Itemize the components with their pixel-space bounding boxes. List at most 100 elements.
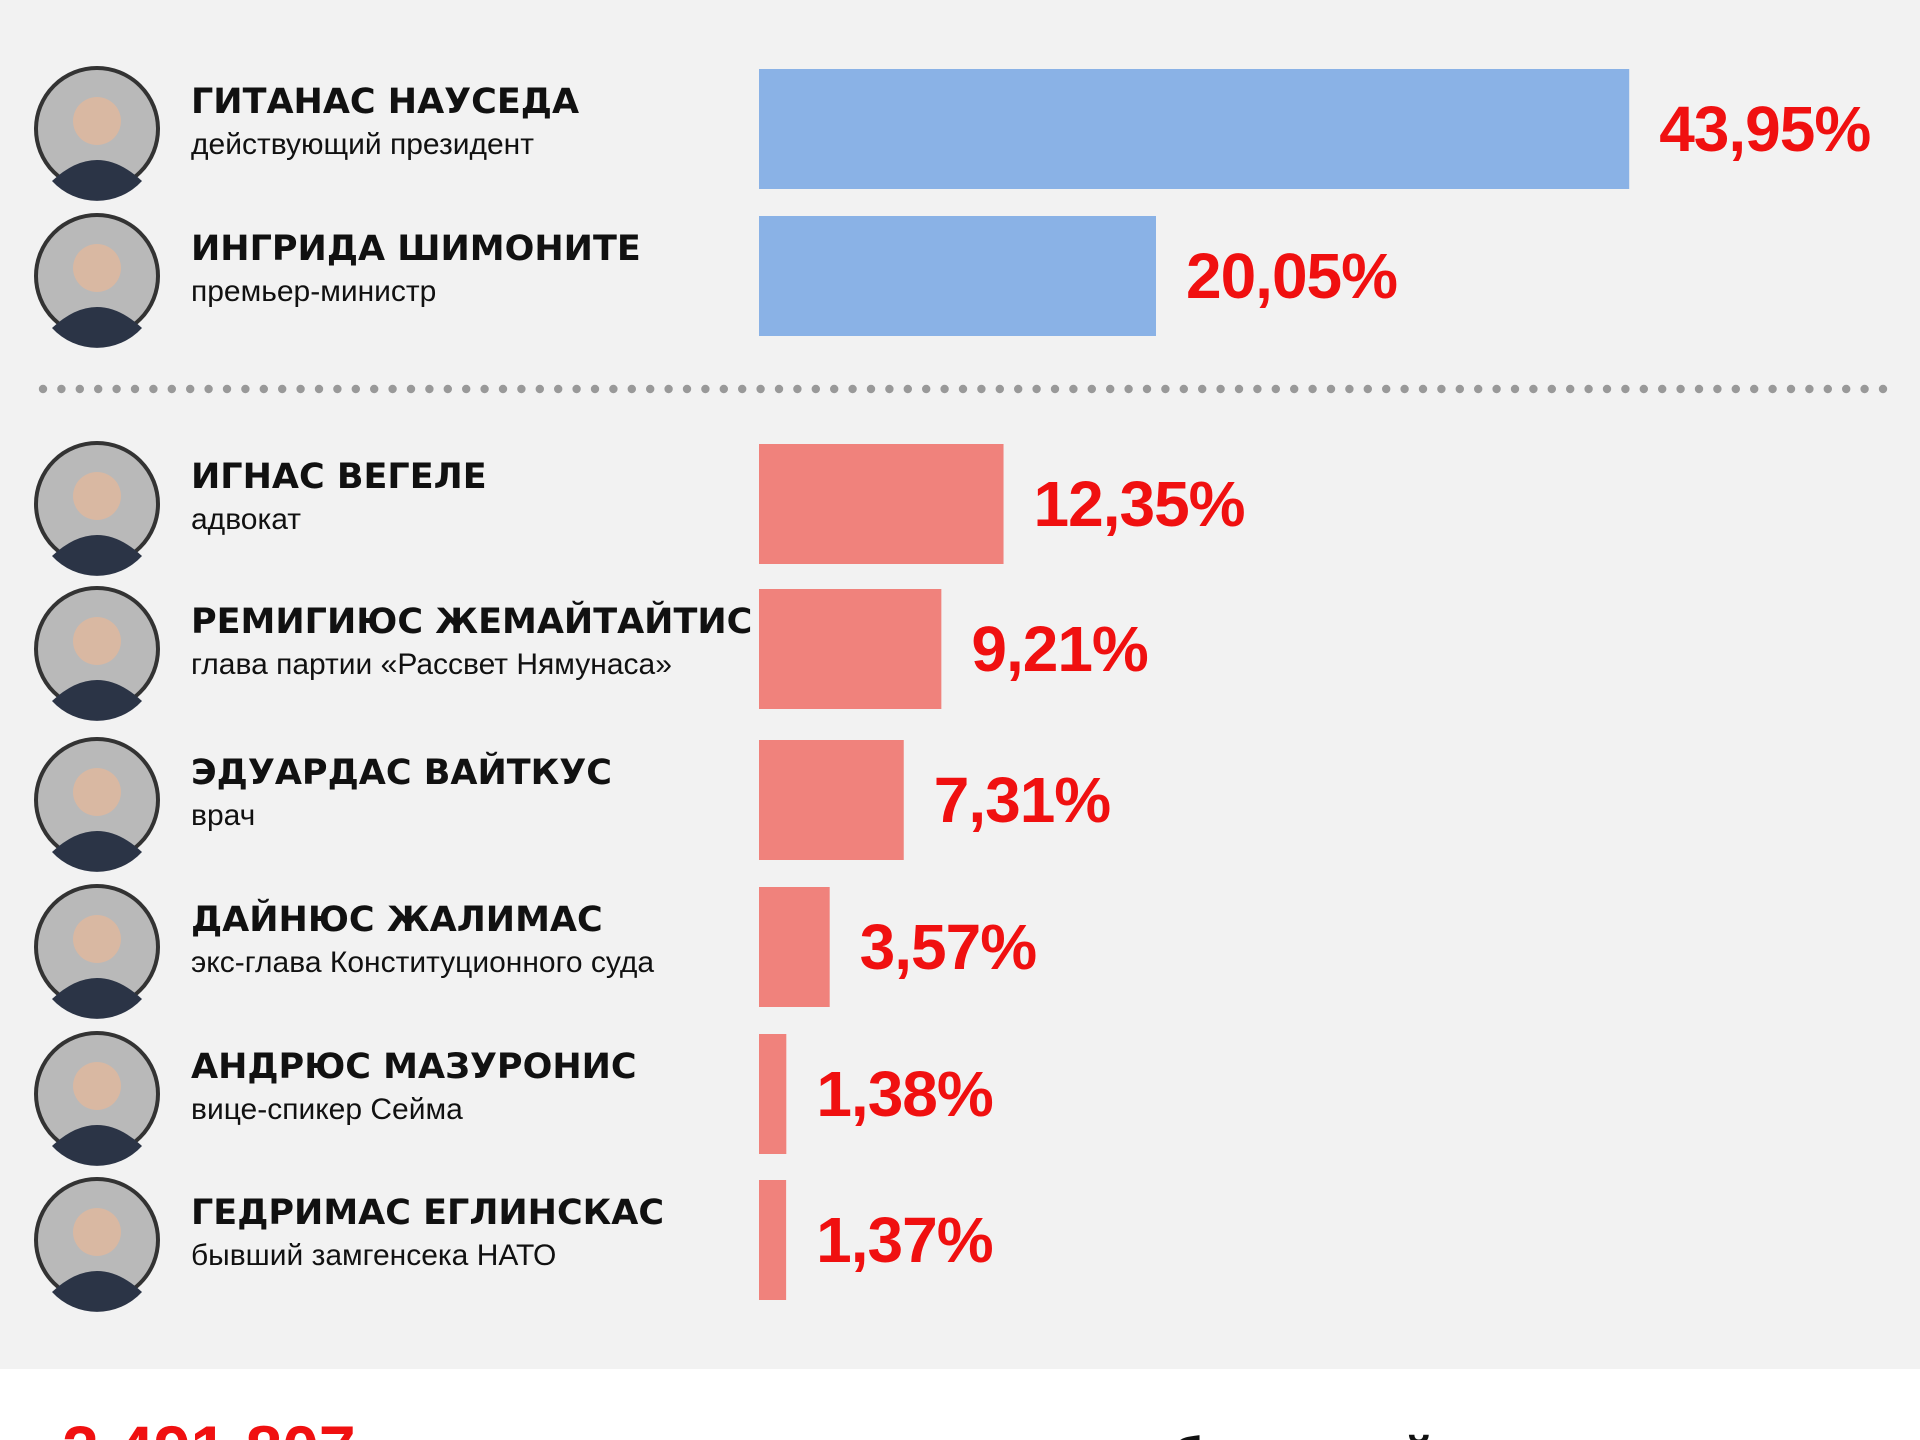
candidate-role: адвокат bbox=[191, 503, 301, 536]
bar bbox=[759, 69, 1630, 189]
photo-suit bbox=[52, 978, 142, 1019]
separator-dot bbox=[314, 384, 324, 394]
value-label: 9,21% bbox=[971, 613, 1148, 685]
separator-dot bbox=[1437, 384, 1446, 394]
separator-dot bbox=[1290, 384, 1299, 394]
separator-dot bbox=[1216, 384, 1225, 394]
candidate-name: РЕМИГИЮС ЖЕМАЙТАЙТИС bbox=[191, 600, 752, 642]
separator-dot bbox=[94, 384, 103, 394]
candidate-role: бывший замгенсека НАТО bbox=[191, 1239, 556, 1272]
separator-dot bbox=[848, 384, 857, 394]
photo-face bbox=[73, 244, 121, 292]
separator-dot bbox=[1308, 384, 1317, 394]
photo-suit bbox=[52, 1271, 142, 1312]
bar bbox=[759, 1034, 787, 1154]
footer-text: зарегистрированы в списках избирателей bbox=[381, 1427, 1434, 1440]
photo-face bbox=[73, 1062, 121, 1110]
separator-dot bbox=[1014, 384, 1023, 394]
photo-suit bbox=[52, 680, 142, 721]
separator-dot bbox=[296, 384, 305, 394]
photo-face bbox=[73, 768, 121, 816]
separator-dot bbox=[738, 384, 747, 394]
separator-dot bbox=[443, 384, 452, 394]
separator-dot bbox=[241, 384, 250, 394]
separator-dot bbox=[1786, 384, 1796, 394]
separator-dot bbox=[646, 384, 655, 394]
photo-face bbox=[73, 472, 121, 520]
separator-dot bbox=[1676, 384, 1685, 394]
photo-suit bbox=[52, 160, 142, 201]
bar bbox=[759, 444, 1004, 564]
separator-dot bbox=[1087, 384, 1097, 394]
separator-dot bbox=[167, 384, 176, 394]
separator-dot bbox=[958, 384, 968, 394]
separator-dot bbox=[756, 384, 765, 394]
separator-dot bbox=[1179, 384, 1189, 394]
photo-face bbox=[73, 915, 121, 963]
photo-suit bbox=[52, 1125, 142, 1166]
separator-dot bbox=[1142, 384, 1152, 394]
separator-dot bbox=[554, 384, 563, 394]
candidate-role: премьер-министр bbox=[191, 275, 436, 308]
separator-dot bbox=[1713, 384, 1722, 394]
separator-dot bbox=[903, 384, 912, 394]
separator-dot bbox=[149, 384, 158, 394]
separator-dot bbox=[1878, 384, 1888, 394]
separator-dot bbox=[1032, 384, 1041, 394]
separator-dot bbox=[406, 384, 416, 394]
candidate-role: экс-глава Конституционного суда bbox=[191, 946, 654, 979]
separator-dot bbox=[204, 384, 213, 394]
value-label: 1,37% bbox=[816, 1204, 993, 1276]
separator-dot bbox=[278, 384, 287, 394]
background bbox=[0, 0, 1920, 1369]
separator-dot bbox=[112, 384, 121, 394]
bar bbox=[759, 589, 942, 709]
separator-dot bbox=[186, 384, 195, 394]
candidate-name: АНДРЮС МАЗУРОНИС bbox=[191, 1047, 637, 1087]
separator-dot bbox=[682, 384, 692, 394]
candidate-name: ГЕДРИМАС ЕГЛИНСКАС bbox=[191, 1193, 664, 1233]
separator-dot bbox=[388, 384, 397, 394]
separator-dot bbox=[811, 384, 820, 394]
separator-dot bbox=[222, 384, 232, 394]
candidate-name: ИНГРИДА ШИМОНИТЕ bbox=[191, 229, 641, 269]
separator-dot bbox=[333, 384, 342, 394]
separator-dot bbox=[830, 384, 839, 394]
bar bbox=[759, 216, 1156, 336]
photo-face bbox=[73, 1208, 121, 1256]
separator-dot bbox=[1602, 384, 1612, 394]
separator-dot bbox=[1106, 384, 1115, 394]
separator-dot bbox=[351, 384, 360, 394]
separator-dot bbox=[572, 384, 581, 394]
separator-dot bbox=[1363, 384, 1373, 394]
separator-dot bbox=[1161, 384, 1170, 394]
separator-dot bbox=[1474, 384, 1483, 394]
separator-dot bbox=[774, 384, 784, 394]
separator-dot bbox=[1823, 384, 1833, 394]
separator-dot bbox=[1050, 384, 1060, 394]
separator-dot bbox=[1271, 384, 1281, 394]
candidate-name: ГИТАНАС НАУСЕДА bbox=[191, 82, 579, 122]
separator-dot bbox=[940, 384, 949, 394]
bar bbox=[759, 740, 904, 860]
photo-face bbox=[73, 97, 121, 145]
separator-dot bbox=[75, 384, 85, 394]
separator-dot bbox=[1860, 384, 1869, 394]
candidate-name: ДАЙНЮС ЖАЛИМАС bbox=[191, 898, 603, 940]
candidate-role: вице-спикер Сейма bbox=[191, 1093, 463, 1126]
footer: 2 491 807 зарегистрированы в списках изб… bbox=[62, 1412, 1434, 1440]
separator-dot bbox=[1253, 384, 1262, 394]
separator-dot bbox=[1658, 384, 1667, 394]
photo-suit bbox=[52, 831, 142, 872]
separator-dot bbox=[922, 384, 931, 394]
separator-dot bbox=[462, 384, 471, 394]
candidate-role: врач bbox=[191, 799, 255, 832]
value-label: 7,31% bbox=[934, 764, 1111, 836]
photo-face bbox=[73, 617, 121, 665]
separator-dot bbox=[719, 384, 728, 394]
separator-dot bbox=[885, 384, 894, 394]
separator-dot bbox=[1566, 384, 1575, 394]
separator-dot bbox=[701, 384, 710, 394]
separator-dot bbox=[995, 384, 1004, 394]
separator-dot bbox=[1124, 384, 1133, 394]
